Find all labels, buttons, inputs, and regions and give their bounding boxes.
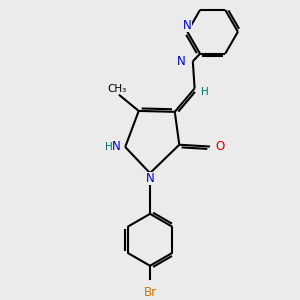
- Text: O: O: [215, 140, 225, 153]
- Text: N: N: [177, 55, 186, 68]
- Text: N: N: [112, 140, 121, 154]
- Text: N: N: [146, 172, 154, 185]
- Text: Br: Br: [143, 286, 157, 299]
- Text: N: N: [183, 19, 192, 32]
- Text: H: H: [201, 87, 208, 97]
- Text: H: H: [105, 142, 112, 152]
- Text: CH₃: CH₃: [107, 84, 127, 94]
